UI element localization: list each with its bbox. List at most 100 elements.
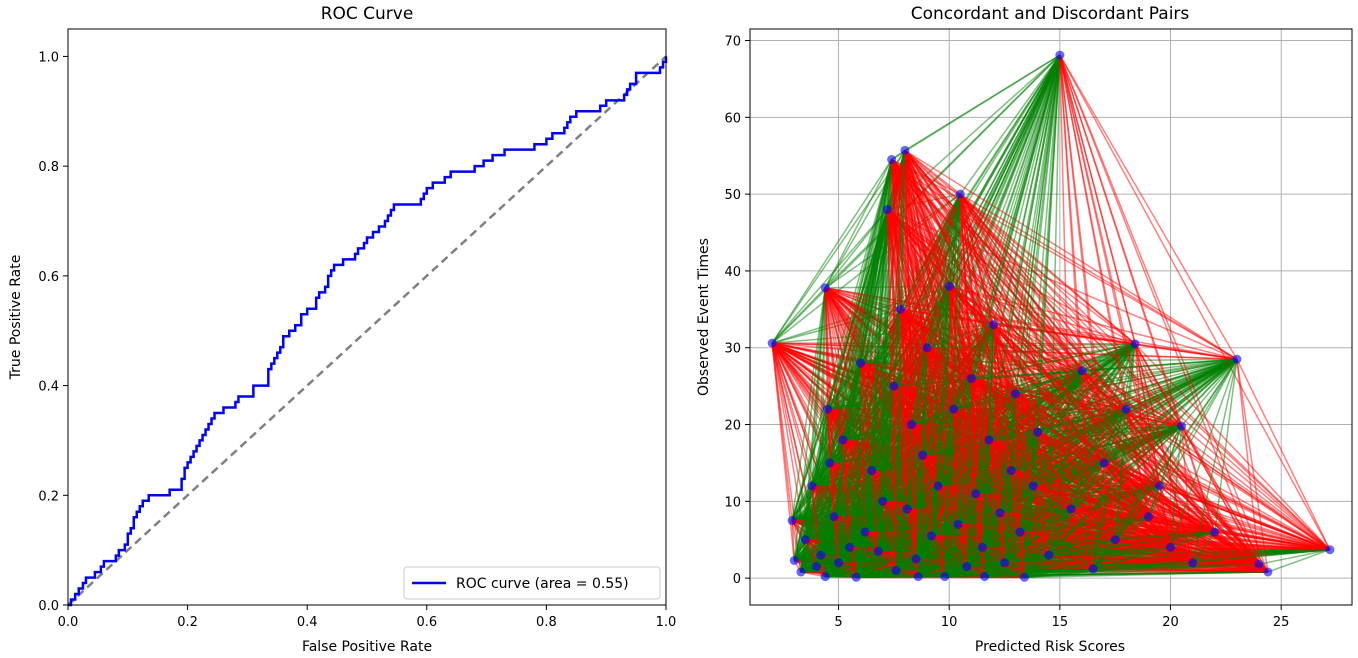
concordant-pair-line (904, 54, 1061, 151)
discordant-pair-line (1192, 562, 1260, 566)
concordant-pair-line (966, 378, 973, 567)
scatter-point (911, 554, 921, 564)
pairs-x-tick-label: 5 (834, 615, 842, 630)
discordant-pair-line (1134, 343, 1238, 360)
concordant-pair-line (937, 194, 962, 487)
discordant-pair-line (904, 150, 908, 510)
discordant-pair-line (1081, 370, 1182, 427)
discordant-pair-line (926, 347, 933, 536)
concordant-pair-line (1103, 343, 1136, 464)
discordant-pair-line (1070, 508, 1094, 570)
concordant-pair-line (771, 159, 893, 344)
scatter-point (838, 435, 848, 445)
concordant-pair-line (1081, 358, 1237, 372)
discordant-pair-line (937, 485, 946, 577)
scatter-point (767, 338, 777, 348)
discordant-pair-line (1036, 432, 1050, 556)
discordant-pair-line (959, 193, 1269, 573)
concordant-pair-line (1048, 370, 1083, 556)
scatter-point (800, 535, 810, 545)
concordant-pair-line (988, 54, 1061, 441)
concordant-pair-line (793, 287, 826, 561)
scatter-point (926, 531, 936, 541)
pairs-x-tick-label: 15 (1052, 615, 1069, 630)
scatter-point (822, 404, 832, 414)
scatter-point (1177, 421, 1187, 431)
concordant-pair-line (826, 159, 893, 410)
concordant-pair-line (944, 286, 950, 577)
scatter-point (1188, 558, 1198, 568)
discordant-pair-line (1134, 343, 1194, 563)
pairs-y-tick-label: 30 (724, 342, 741, 357)
roc-axes-frame (67, 28, 667, 606)
discordant-pair-line (1125, 408, 1331, 551)
discordant-pair-line (1059, 54, 1331, 551)
pairs-y-tick-label: 50 (724, 188, 741, 203)
discordant-pair-line (1147, 516, 1172, 548)
concordant-pair-line (1191, 359, 1238, 563)
discordant-pair-line (904, 149, 1238, 360)
concordant-pair-line (1114, 343, 1136, 540)
concordant-pair-line (1092, 516, 1149, 570)
concordant-pair-line (1019, 432, 1039, 533)
scatter-point (1232, 354, 1242, 364)
scatter-point (944, 281, 954, 291)
discordant-pair-line (971, 377, 1016, 395)
scatter-point (1044, 550, 1054, 560)
discordant-pair-line (1081, 370, 1116, 540)
concordant-pair-line (824, 209, 888, 289)
scatter-point (902, 504, 912, 514)
roc-diagonal-reference-line (67, 55, 667, 606)
concordant-pair-line (1023, 408, 1127, 578)
concordant-pair-line (952, 194, 962, 410)
concordant-pair-line (1019, 55, 1061, 533)
pairs-y-tick-label: 40 (724, 265, 741, 280)
discordant-pair-line (1134, 343, 1150, 517)
concordant-pair-line (952, 54, 1061, 410)
scatter-point (1210, 527, 1220, 537)
discordant-pair-line (1125, 408, 1172, 548)
concordant-pair-line (1214, 359, 1238, 533)
concordant-pair-line (820, 287, 826, 556)
discordant-pair-line (1134, 343, 1331, 551)
scatter-point (1121, 404, 1131, 414)
concordant-pair-line (1267, 548, 1331, 573)
pairs-chart-panel: Concordant and Discordant Pairs 5 10 15 20 2… (696, 4, 1353, 655)
discordant-pair-line (1214, 531, 1330, 551)
scatter-point (913, 572, 923, 582)
concordant-pair-line (1070, 462, 1105, 510)
concordant-pair-line (1115, 531, 1215, 541)
concordant-pair-line (1169, 358, 1238, 548)
discordant-pair-line (1115, 538, 1330, 551)
roc-y-tick-label: 0.4 (38, 380, 59, 395)
discordant-pair-line (870, 470, 880, 552)
discordant-pair-line (833, 516, 840, 563)
scatter-point (907, 420, 917, 430)
scatter-point (851, 572, 861, 582)
discordant-pair-line (842, 439, 857, 578)
concordant-pair-line (859, 159, 893, 364)
pairs-y-tick-label: 10 (724, 495, 741, 510)
discordant-pair-line (1059, 54, 1269, 573)
scatter-point (1006, 466, 1016, 476)
concordant-pair-line (1023, 343, 1136, 578)
concordant-pair-line (1181, 358, 1238, 427)
scatter-point (922, 343, 932, 353)
roc-chart-title: ROC Curve (321, 4, 414, 24)
discordant-pair-line (1081, 370, 1216, 533)
roc-legend: ROC curve (area = 0.55) (403, 566, 661, 600)
scatter-point (953, 519, 963, 529)
concordant-pair-line (970, 54, 1061, 379)
scatter-point (933, 481, 943, 491)
scatter-point (1143, 512, 1153, 522)
scatter-point (995, 508, 1005, 518)
discordant-pair-line (1014, 393, 1026, 578)
discordant-pair-line (1093, 568, 1268, 573)
discordant-pair-line (1070, 508, 1193, 564)
discordant-pair-line (1070, 508, 1116, 541)
scatter-point (1099, 458, 1109, 468)
roc-x-axis-label: False Positive Rate (302, 639, 432, 655)
concordant-pair-line (824, 159, 893, 289)
concordant-pair-line (1070, 358, 1238, 510)
scatter-point (962, 562, 972, 572)
